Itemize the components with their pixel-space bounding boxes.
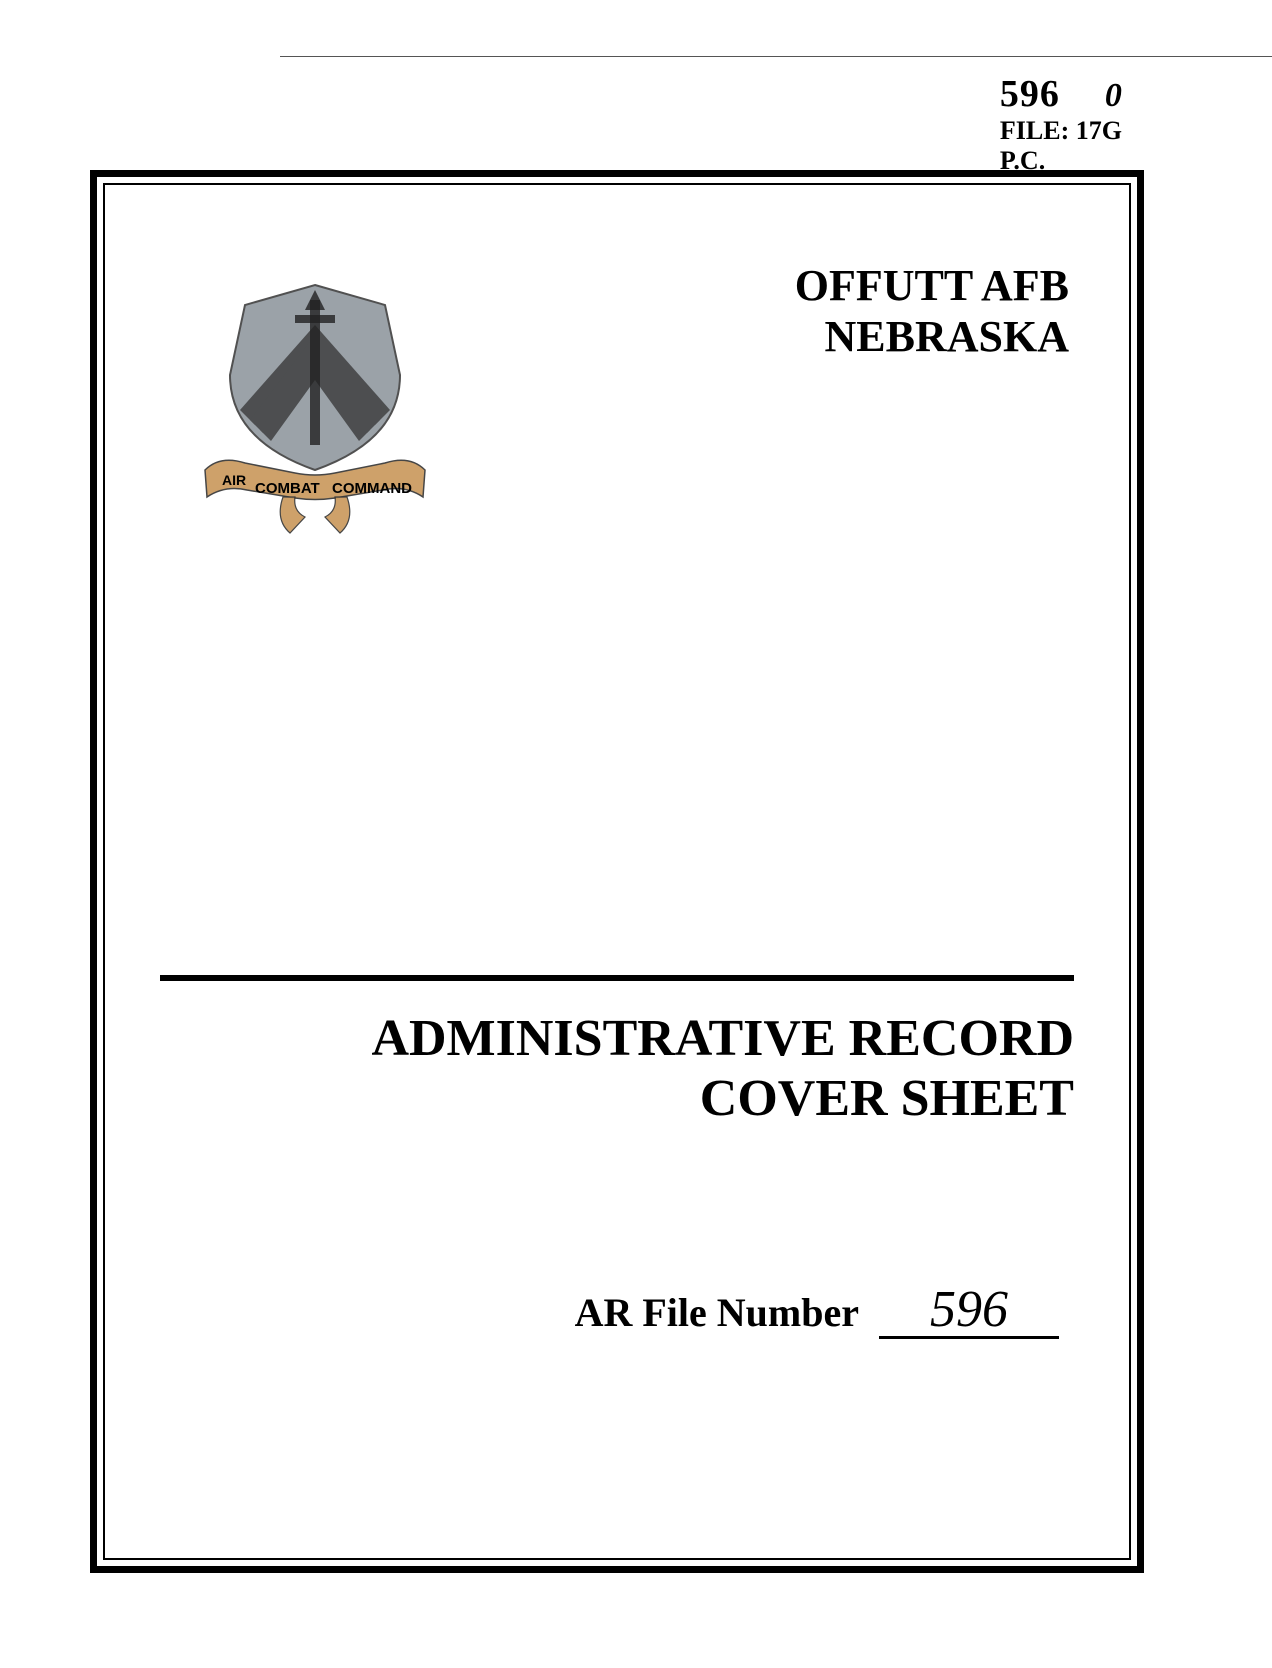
top-section: AIR COMBAT COMMAND OFFUTT AFB NEBRASKA <box>160 240 1074 545</box>
ar-file-value: 596 <box>879 1284 1059 1339</box>
box-content: AIR COMBAT COMMAND OFFUTT AFB NEBRASKA A… <box>105 185 1129 1558</box>
file-line: FILE: 17G <box>1000 116 1122 146</box>
banner-text-command: COMMAND <box>332 480 412 497</box>
title-line2: COVER SHEET <box>160 1069 1074 1129</box>
top-hairline <box>280 56 1272 57</box>
emblem-svg: AIR COMBAT COMMAND <box>175 265 455 545</box>
ar-file-label: AR File Number <box>575 1289 859 1336</box>
location-block: OFFUTT AFB NEBRASKA <box>795 260 1069 362</box>
file-value: 17G <box>1076 116 1122 145</box>
location-line1: OFFUTT AFB <box>795 260 1069 311</box>
title-block: ADMINISTRATIVE RECORD COVER SHEET <box>160 1009 1074 1129</box>
file-label: FILE: <box>1000 116 1069 145</box>
air-combat-command-emblem: AIR COMBAT COMMAND <box>175 265 455 545</box>
header-number-row: 596 0 <box>1000 72 1122 116</box>
location-line2: NEBRASKA <box>795 311 1069 362</box>
header-block: 596 0 FILE: 17G P.C. <box>1000 72 1122 176</box>
banner-text-left: AIR <box>222 472 246 488</box>
horizontal-divider <box>160 975 1074 981</box>
document-page: 596 0 FILE: 17G P.C. <box>0 0 1272 1668</box>
banner-text-combat: COMBAT <box>255 480 320 497</box>
ar-file-line: AR File Number 596 <box>160 1284 1074 1339</box>
title-line1: ADMINISTRATIVE RECORD <box>160 1009 1074 1069</box>
header-number: 596 <box>1000 72 1060 116</box>
main-box: AIR COMBAT COMMAND OFFUTT AFB NEBRASKA A… <box>90 170 1144 1573</box>
header-page-zero: 0 <box>1105 77 1122 115</box>
